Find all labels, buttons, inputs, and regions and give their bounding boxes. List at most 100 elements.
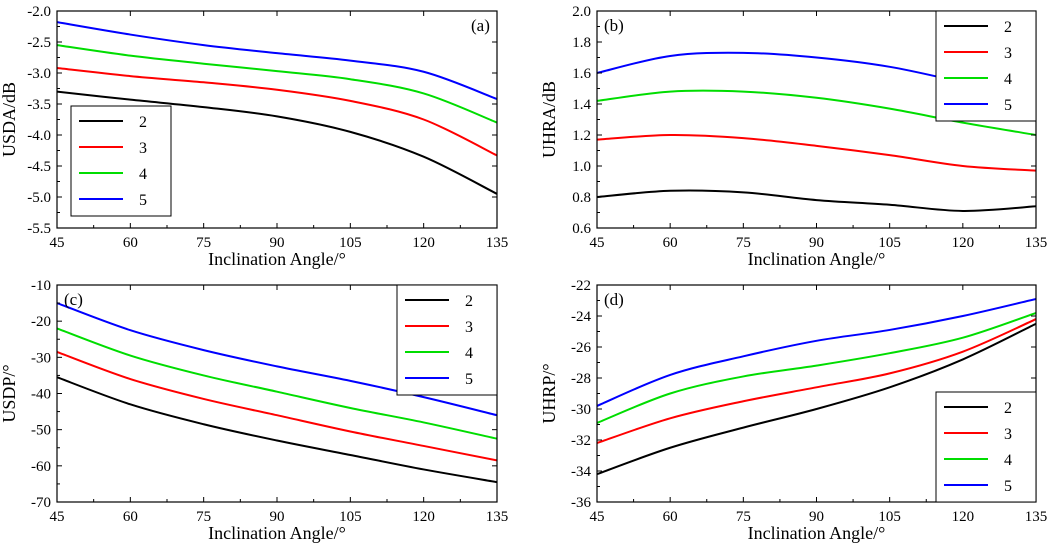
legend-label-2: 2	[465, 293, 473, 310]
y-tick-label: -34	[571, 464, 591, 480]
y-tick-label: -2.0	[27, 4, 51, 20]
series-line-3	[57, 67, 497, 157]
legend-label-5: 5	[1004, 478, 1012, 495]
y-tick-label: 1.0	[572, 159, 591, 175]
x-tick-label: 75	[736, 509, 751, 525]
x-tick-label: 60	[123, 509, 138, 525]
x-tick-label: 60	[663, 235, 678, 251]
y-tick-label: -22	[571, 278, 591, 294]
x-tick-label: 120	[412, 509, 435, 525]
panel-label: (d)	[604, 290, 624, 309]
legend-box	[70, 105, 172, 217]
series-line-3	[57, 350, 497, 462]
y-tick-label: -30	[31, 350, 51, 366]
y-tick-label: -3.5	[27, 97, 51, 113]
series-line-4	[57, 44, 497, 124]
series-line-3	[597, 133, 1036, 172]
series-line-3	[597, 318, 1036, 445]
x-tick-label: 120	[952, 235, 975, 251]
x-tick-label: 45	[590, 509, 605, 525]
x-tick-label: 90	[809, 509, 824, 525]
legend-box	[935, 391, 1037, 503]
y-tick-label: -50	[31, 423, 51, 439]
series-line-5	[57, 302, 497, 417]
legend-label-5: 5	[1004, 97, 1012, 114]
x-tick-label: 75	[196, 235, 211, 251]
y-tick-label: -70	[31, 495, 51, 511]
x-tick-label: 75	[736, 235, 751, 251]
x-tick-label: 135	[486, 509, 509, 525]
x-tick-label: 60	[663, 509, 678, 525]
legend: 2 3 4 5	[935, 391, 1037, 503]
y-tick-label: -4.5	[27, 159, 51, 175]
series-line-2	[597, 189, 1036, 212]
series-line-4	[57, 327, 497, 440]
y-tick-label: -28	[571, 371, 591, 387]
x-tick-label: 45	[50, 509, 65, 525]
y-axis-label: UHRP/°	[539, 363, 559, 423]
legend-box	[935, 10, 1037, 122]
panel-label: (c)	[64, 290, 83, 309]
y-tick-label: -32	[571, 433, 591, 449]
x-tick-label: 120	[412, 235, 435, 251]
x-tick-label: 90	[809, 235, 824, 251]
legend: 2 3 4 5	[935, 10, 1037, 122]
legend-label-3: 3	[1004, 45, 1012, 62]
x-tick-label: 60	[123, 235, 138, 251]
legend-label-4: 4	[1004, 452, 1012, 469]
panel-d: 45 60 75 90 105 120 135-36-34-32-30-28-26-24-2…	[539, 278, 1047, 543]
legend-box	[396, 284, 498, 396]
x-tick-label: 135	[486, 235, 509, 251]
series-line-2	[57, 376, 497, 484]
x-tick-label: 75	[196, 509, 211, 525]
legend: 2 3 4 5	[70, 105, 172, 217]
y-tick-label: -2.5	[27, 35, 51, 51]
legend-label-5: 5	[465, 371, 473, 388]
x-tick-label: 135	[1025, 509, 1048, 525]
y-tick-label: 1.2	[572, 128, 591, 144]
y-tick-label: -60	[31, 459, 51, 475]
legend-label-4: 4	[1004, 71, 1012, 88]
y-tick-label: -40	[31, 387, 51, 403]
x-tick-label: 105	[878, 509, 901, 525]
series-line-5	[597, 297, 1036, 407]
series-line-4	[597, 89, 1036, 136]
y-tick-label: -3.0	[27, 66, 51, 82]
y-tick-label: 2.0	[572, 4, 591, 20]
x-axis-label: Inclination Angle/°	[748, 523, 886, 543]
x-axis-label: Inclination Angle/°	[748, 249, 886, 269]
y-axis-label: USDA/dB	[0, 82, 19, 157]
y-tick-label: -36	[571, 495, 591, 511]
x-tick-label: 45	[50, 235, 65, 251]
legend-label-4: 4	[465, 345, 473, 362]
series-line-4	[597, 311, 1036, 424]
y-tick-label: -26	[571, 340, 591, 356]
legend-label-2: 2	[139, 114, 147, 131]
x-tick-label: 120	[952, 509, 975, 525]
legend-label-3: 3	[465, 319, 473, 336]
x-tick-label: 135	[1025, 235, 1048, 251]
y-tick-label: -20	[31, 314, 51, 330]
x-tick-label: 105	[339, 509, 362, 525]
panel-c: 45 60 75 90 105 120 135-70-60-50-40-30-20-10In…	[0, 278, 508, 543]
y-axis-label: UHRA/dB	[539, 81, 559, 158]
y-axis-label: USDP/°	[0, 364, 19, 422]
legend-label-4: 4	[139, 166, 147, 183]
x-axis-label: Inclination Angle/°	[208, 523, 346, 543]
x-tick-label: 105	[339, 235, 362, 251]
panel-a: 45 60 75 90 105 120 135-5.5-5.0-4.5-4.0-3.5-3.…	[0, 4, 508, 269]
legend: 2 3 4 5	[396, 284, 498, 396]
legend-label-5: 5	[139, 192, 147, 209]
x-axis-label: Inclination Angle/°	[208, 249, 346, 269]
y-tick-label: 1.8	[572, 35, 591, 51]
series-line-2	[597, 322, 1036, 476]
y-tick-label: -30	[571, 402, 591, 418]
y-tick-label: 1.6	[572, 66, 591, 82]
series-line-5	[57, 21, 497, 100]
y-tick-label: -5.0	[27, 190, 51, 206]
y-tick-label: -5.5	[27, 221, 51, 237]
y-tick-label: -24	[571, 309, 591, 325]
series-line-2	[57, 90, 497, 195]
y-tick-label: -4.0	[27, 128, 51, 144]
